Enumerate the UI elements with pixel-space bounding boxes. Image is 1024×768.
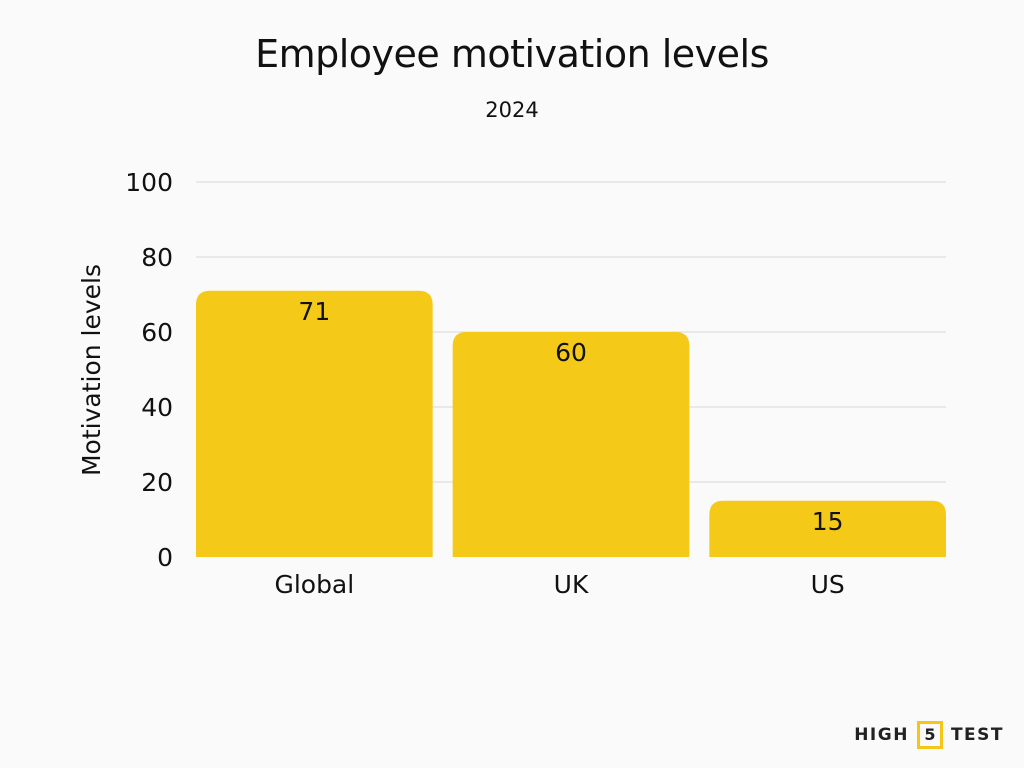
data-labels: 71 60 15: [298, 297, 843, 536]
category-label-uk: UK: [554, 570, 589, 599]
bars: [196, 290, 946, 557]
chart-title: Employee motivation levels: [255, 32, 769, 76]
bar-uk: [452, 332, 690, 557]
y-tick-label: 40: [141, 393, 173, 422]
logo-box: 5: [916, 721, 943, 749]
data-label-us: 15: [812, 507, 844, 536]
chart-subtitle: 2024: [485, 98, 538, 122]
bar-us: [709, 500, 946, 557]
category-label-us: US: [811, 570, 845, 599]
category-label-global: Global: [274, 570, 354, 599]
logo-text-right: TEST: [950, 725, 1004, 745]
y-axis-title: Motivation levels: [77, 264, 106, 476]
data-label-uk: 60: [555, 338, 587, 367]
y-tick-label: 0: [157, 543, 173, 572]
y-tick-label: 100: [125, 168, 173, 197]
y-tick-label: 20: [141, 468, 173, 497]
y-axis-ticks: 0 20 40 60 80 100: [125, 168, 173, 572]
bar-global: [196, 290, 433, 557]
y-tick-label: 80: [141, 243, 173, 272]
y-tick-label: 60: [141, 318, 173, 347]
category-labels: Global UK US: [274, 570, 844, 599]
brand-logo: HIGH 5 TEST: [854, 721, 1004, 749]
data-label-global: 71: [298, 297, 330, 326]
logo-text-left: HIGH: [854, 725, 909, 745]
